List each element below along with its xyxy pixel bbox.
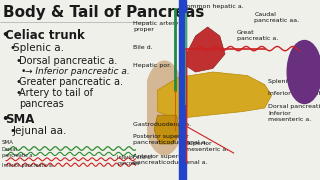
Text: SMA: SMA bbox=[2, 140, 13, 145]
Text: Body & Tail of Pancreas: Body & Tail of Pancreas bbox=[3, 5, 204, 20]
Text: Artery to tail of: Artery to tail of bbox=[19, 88, 93, 98]
Bar bbox=[179, 0, 186, 180]
Polygon shape bbox=[154, 115, 180, 144]
Text: Inferior end of
pancreas: Inferior end of pancreas bbox=[117, 155, 152, 166]
Text: •: • bbox=[15, 77, 21, 87]
Text: Gastroduodenal a.: Gastroduodenal a. bbox=[133, 122, 191, 127]
Text: Splenic a.: Splenic a. bbox=[268, 79, 299, 84]
Text: •: • bbox=[9, 43, 15, 53]
Text: •: • bbox=[2, 29, 9, 42]
Polygon shape bbox=[182, 27, 225, 72]
Text: Great
pancreatic a.: Great pancreatic a. bbox=[237, 30, 278, 41]
Text: •: • bbox=[21, 67, 27, 76]
Text: Posterior superior
pancreaticoduodenal a.: Posterior superior pancreaticoduodenal a… bbox=[133, 134, 208, 145]
Text: Inferior pancreatic a.: Inferior pancreatic a. bbox=[2, 163, 53, 168]
Text: •: • bbox=[2, 113, 9, 126]
Text: Common hepatic a.: Common hepatic a. bbox=[182, 4, 244, 9]
Text: Dorsal pancreatic a.: Dorsal pancreatic a. bbox=[268, 104, 320, 109]
Text: Superior
mesenteric a.: Superior mesenteric a. bbox=[185, 141, 228, 152]
Text: Anterior superior
pancreaticoduodenal a.: Anterior superior pancreaticoduodenal a. bbox=[133, 154, 208, 165]
Text: Hepatic artery
proper: Hepatic artery proper bbox=[133, 21, 179, 32]
Text: Inferior pancreatic a.: Inferior pancreatic a. bbox=[268, 91, 320, 96]
Polygon shape bbox=[157, 72, 272, 119]
Ellipse shape bbox=[144, 61, 185, 155]
Text: pancreas: pancreas bbox=[19, 99, 64, 109]
Text: Dorsal
pancreatic a.: Dorsal pancreatic a. bbox=[2, 147, 33, 158]
Text: Bile d.: Bile d. bbox=[133, 45, 153, 50]
Text: Inferior
mesenteric a.: Inferior mesenteric a. bbox=[268, 111, 311, 122]
Ellipse shape bbox=[287, 40, 320, 104]
Text: •: • bbox=[15, 88, 21, 98]
Text: Hepatic por.: Hepatic por. bbox=[133, 63, 172, 68]
Text: Celiac trunk: Celiac trunk bbox=[5, 29, 85, 42]
Text: SMA: SMA bbox=[5, 113, 35, 126]
Text: •: • bbox=[15, 56, 21, 66]
Text: Greater pancreatic a.: Greater pancreatic a. bbox=[19, 77, 123, 87]
Text: •: • bbox=[9, 126, 15, 136]
Text: Jejunal aa.: Jejunal aa. bbox=[13, 126, 67, 136]
Text: → Inferior pancreatic a.: → Inferior pancreatic a. bbox=[25, 67, 130, 76]
Text: Splenic a.: Splenic a. bbox=[13, 43, 64, 53]
Text: Dorsal pancreatic a.: Dorsal pancreatic a. bbox=[19, 56, 117, 66]
Text: Caudal
pancreatic aa.: Caudal pancreatic aa. bbox=[254, 12, 300, 23]
